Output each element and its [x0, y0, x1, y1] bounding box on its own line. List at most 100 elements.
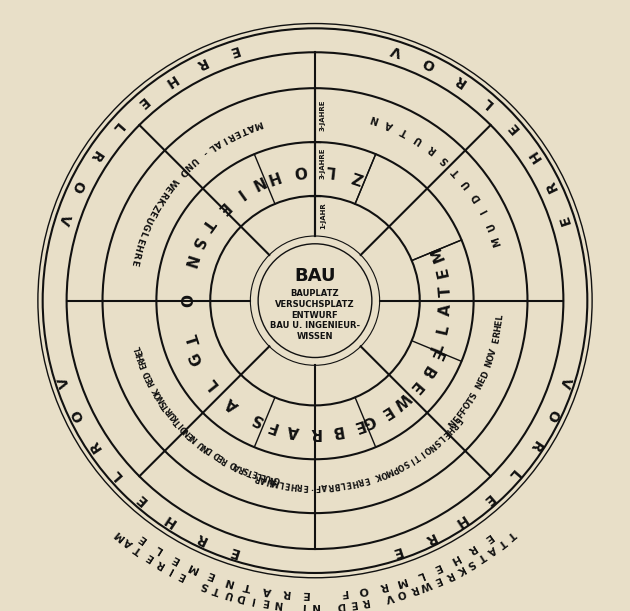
Text: R: R — [158, 189, 169, 199]
Text: N: N — [426, 440, 436, 451]
Text: F: F — [455, 411, 466, 420]
Text: V: V — [557, 375, 574, 389]
Text: R: R — [193, 55, 209, 72]
Text: S: S — [188, 235, 206, 251]
Text: L: L — [495, 314, 505, 320]
Text: V: V — [384, 591, 394, 602]
Text: I: I — [250, 594, 256, 605]
Text: A: A — [286, 422, 301, 439]
Text: H: H — [493, 324, 503, 333]
Text: E: E — [186, 430, 196, 440]
Text: G: G — [187, 349, 206, 367]
Text: A: A — [261, 584, 272, 596]
Text: R: R — [493, 331, 502, 338]
Text: T: T — [181, 333, 198, 348]
Text: A: A — [246, 121, 255, 132]
Text: V: V — [56, 375, 73, 389]
Text: S: S — [401, 458, 410, 468]
Text: L: L — [260, 470, 267, 481]
Text: E: E — [435, 265, 452, 279]
Text: D: D — [479, 370, 491, 379]
Text: M: M — [252, 119, 263, 130]
Text: N: N — [311, 601, 319, 611]
Text: K: K — [153, 195, 164, 205]
Text: T: T — [475, 551, 487, 563]
Text: A: A — [438, 304, 454, 316]
Text: G: G — [273, 474, 281, 485]
Text: R: R — [448, 419, 459, 430]
Text: N: N — [182, 426, 193, 437]
Text: E: E — [137, 532, 149, 544]
Text: VERSUCHSPLATZ: VERSUCHSPLATZ — [275, 300, 355, 309]
Text: N: N — [180, 253, 198, 269]
Text: H: H — [526, 147, 544, 164]
Text: R: R — [225, 130, 235, 141]
Text: W: W — [418, 579, 432, 592]
Text: O: O — [179, 423, 190, 434]
Text: E: E — [491, 337, 501, 344]
Text: V: V — [389, 42, 404, 59]
Text: H: H — [444, 423, 454, 434]
Text: G: G — [139, 221, 151, 232]
Text: L: L — [415, 569, 425, 580]
Text: U: U — [485, 221, 498, 232]
Text: N: N — [447, 419, 459, 430]
Text: R: R — [164, 405, 175, 415]
Text: I: I — [220, 134, 227, 144]
Text: N: N — [248, 173, 266, 192]
Text: O: O — [544, 406, 561, 423]
Text: H: H — [350, 477, 358, 487]
Text: L: L — [429, 341, 447, 355]
Text: S: S — [438, 153, 450, 166]
Text: K: K — [151, 386, 162, 396]
Text: L: L — [137, 229, 147, 238]
Text: E: E — [440, 428, 450, 439]
Text: A: A — [260, 474, 268, 484]
Text: E: E — [169, 552, 181, 565]
Text: M: M — [384, 465, 394, 477]
Text: B: B — [333, 480, 340, 490]
Text: E: E — [134, 236, 145, 245]
Text: N: N — [181, 160, 193, 172]
Text: N: N — [189, 432, 200, 444]
Text: O: O — [69, 406, 86, 423]
Text: R: R — [237, 463, 246, 473]
Text: A: A — [224, 394, 242, 413]
Text: E: E — [227, 42, 240, 58]
Text: L: L — [324, 162, 335, 178]
Text: S: S — [249, 410, 265, 428]
Text: L: L — [278, 478, 285, 488]
Text: R: R — [220, 454, 230, 465]
Text: D: D — [228, 458, 238, 469]
Text: I: I — [166, 564, 175, 575]
Text: T: T — [198, 216, 217, 233]
Text: I: I — [479, 207, 490, 215]
Text: K: K — [374, 470, 382, 480]
Text: K: K — [169, 412, 180, 423]
Text: O: O — [395, 460, 405, 471]
Text: E: E — [139, 362, 149, 370]
Text: E: E — [390, 543, 403, 559]
Text: O: O — [421, 54, 438, 72]
Text: E: E — [452, 415, 462, 425]
Text: N: N — [200, 441, 210, 452]
Text: E: E — [345, 478, 352, 488]
Text: E: E — [129, 258, 139, 266]
Text: E: E — [432, 574, 442, 587]
Text: T: T — [173, 416, 183, 426]
Text: E: E — [284, 479, 290, 489]
Text: ENTWURF: ENTWURF — [292, 310, 338, 320]
Text: E: E — [505, 119, 522, 136]
Text: L: L — [339, 480, 345, 489]
Text: E: E — [303, 481, 309, 491]
Text: Z: Z — [149, 202, 161, 211]
Text: S: S — [159, 398, 169, 408]
Text: A: A — [232, 461, 242, 471]
Text: O: O — [153, 390, 164, 400]
Text: I: I — [177, 420, 185, 429]
Text: T: T — [243, 580, 253, 592]
Text: R: R — [86, 437, 104, 454]
Text: R: R — [452, 72, 469, 90]
Text: L: L — [480, 94, 496, 111]
Text: R: R — [357, 475, 364, 486]
